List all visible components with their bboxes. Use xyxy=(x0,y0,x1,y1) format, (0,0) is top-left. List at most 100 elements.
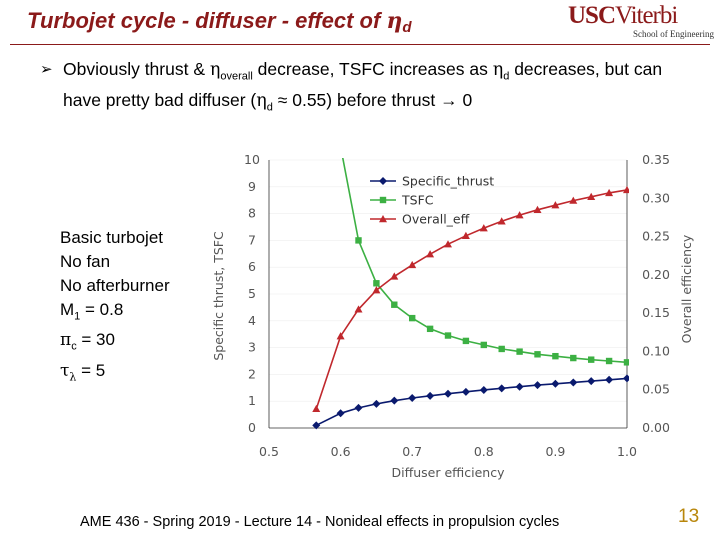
y-left-axis-title: Specific thrust, TSFC xyxy=(211,231,226,361)
data-point-overall-eff xyxy=(569,196,578,204)
y-right-tick-label: 0.35 xyxy=(642,152,670,167)
y-right-tick-label: 0.30 xyxy=(642,190,670,205)
data-point-tsfc xyxy=(355,237,362,244)
y-right-tick-label: 0.05 xyxy=(642,382,670,397)
slide-title: Turbojet cycle - diffuser - effect of ηd xyxy=(27,8,412,36)
logo-wordmark: USCViterbi xyxy=(568,2,678,30)
param-no-fan: No fan xyxy=(60,252,111,271)
data-point-specific-thrust xyxy=(479,385,488,394)
y-right-tick-label: 0.20 xyxy=(642,267,670,282)
data-point-overall-eff xyxy=(497,217,506,225)
data-point-specific-thrust xyxy=(312,421,321,430)
x-tick-label: 0.9 xyxy=(545,444,565,459)
x-tick-label: 0.7 xyxy=(402,444,422,459)
eta-symbol: η xyxy=(209,60,221,80)
data-point-overall-eff xyxy=(336,332,345,340)
usc-viterbi-logo: USCViterbi School of Engineering xyxy=(568,2,714,42)
x-tick-label: 0.6 xyxy=(331,444,351,459)
data-point-specific-thrust xyxy=(408,393,417,402)
bullet-part5: 0 xyxy=(457,89,473,110)
param-no-afterburner: No afterburner xyxy=(60,276,170,295)
data-point-tsfc xyxy=(409,314,416,322)
page-number: 13 xyxy=(678,506,700,527)
data-point-specific-thrust xyxy=(444,389,452,398)
data-point-specific-thrust xyxy=(569,378,578,387)
data-point-tsfc xyxy=(534,351,541,358)
data-point-overall-eff xyxy=(479,224,488,232)
bullet-text: Obviously thrust & ηoverall decrease, TS… xyxy=(63,58,673,119)
y-left-tick-label: 3 xyxy=(248,340,256,355)
data-point-specific-thrust xyxy=(336,409,345,418)
data-point-overall-eff xyxy=(354,305,363,313)
y-left-tick-label: 9 xyxy=(248,179,256,194)
logo-usc: USC xyxy=(568,2,616,29)
eta-symbol: η xyxy=(492,60,504,80)
chart-legend: Specific_thrust TSFC Overall_eff xyxy=(370,174,494,227)
y-left-tick-label: 4 xyxy=(248,313,256,328)
cycle-parameters: Basic turbojet No fan No afterburner M1 … xyxy=(60,226,170,389)
bullet-part3: decreases, but can have pretty bad diffu… xyxy=(63,59,663,110)
chart-series xyxy=(312,158,629,430)
y-left-tick-label: 0 xyxy=(248,420,256,435)
logo-school: School of Engineering xyxy=(633,29,714,39)
data-point-tsfc xyxy=(570,354,577,362)
d-subscript: d xyxy=(503,70,510,83)
title-subscript: d xyxy=(402,19,412,36)
x-tick-label: 0.5 xyxy=(259,444,279,459)
legend-label: Specific_thrust xyxy=(402,174,494,189)
data-point-tsfc xyxy=(516,348,523,355)
data-point-specific-thrust xyxy=(551,379,560,388)
y-left-tick-label: 5 xyxy=(248,286,256,301)
x-tick-label: 0.8 xyxy=(474,444,494,459)
mach-value: = 0.8 xyxy=(80,300,124,319)
data-point-overall-eff xyxy=(587,192,596,200)
param-mach: M1 = 0.8 xyxy=(60,298,170,328)
data-point-tsfc xyxy=(498,345,505,353)
data-point-specific-thrust xyxy=(533,381,542,390)
data-point-specific-thrust xyxy=(461,387,470,396)
tau-value: = 5 xyxy=(76,360,106,380)
y-right-axis-title: Overall efficiency xyxy=(679,234,694,343)
y-left-tick-label: 10 xyxy=(244,152,260,167)
data-point-overall-eff xyxy=(390,272,399,280)
y-left-tick-label: 2 xyxy=(248,366,256,381)
x-tick-label: 1.0 xyxy=(617,444,637,459)
legend-marker xyxy=(379,215,387,223)
data-point-overall-eff xyxy=(408,260,417,269)
title-divider xyxy=(10,44,710,45)
data-point-tsfc xyxy=(426,325,434,333)
legend-marker xyxy=(379,177,387,185)
data-point-tsfc xyxy=(480,341,487,349)
eta-symbol: η xyxy=(386,8,403,34)
data-point-overall-eff xyxy=(461,231,470,240)
param-pressure-ratio: πc = 30 xyxy=(60,328,170,358)
series-specific-thrust xyxy=(312,374,629,430)
x-axis-title: Diffuser efficiency xyxy=(392,465,506,480)
data-point-tsfc xyxy=(444,332,452,339)
data-point-overall-eff xyxy=(551,201,560,209)
y-left-tick-label: 1 xyxy=(248,393,256,408)
data-point-overall-eff xyxy=(312,404,321,413)
data-point-tsfc xyxy=(552,352,559,360)
bullet-part2: decrease, TSFC increases as xyxy=(252,59,493,79)
data-point-tsfc xyxy=(588,356,595,363)
mach-subscript: 1 xyxy=(74,310,81,323)
d-subscript: d xyxy=(266,101,273,113)
y-right-tick-label: 0.25 xyxy=(642,229,670,244)
tau-subscript: λ xyxy=(69,370,77,384)
data-point-tsfc xyxy=(373,280,380,287)
right-arrow-icon: → xyxy=(440,89,458,110)
pi-symbol: π xyxy=(60,330,72,351)
tau-symbol: τ xyxy=(60,360,70,381)
pi-value: = 30 xyxy=(76,330,115,350)
legend-marker xyxy=(379,196,387,204)
data-point-tsfc xyxy=(462,337,470,345)
data-point-specific-thrust xyxy=(390,396,399,405)
slide-footer: AME 436 - Spring 2019 - Lecture 14 - Non… xyxy=(80,514,560,530)
slide-title-text: Turbojet cycle - diffuser - effect of xyxy=(27,8,387,33)
legend-label: Overall_eff xyxy=(402,212,470,227)
y-left-tick-label: 7 xyxy=(248,232,256,247)
data-point-specific-thrust xyxy=(497,384,506,393)
data-point-tsfc xyxy=(605,357,613,365)
